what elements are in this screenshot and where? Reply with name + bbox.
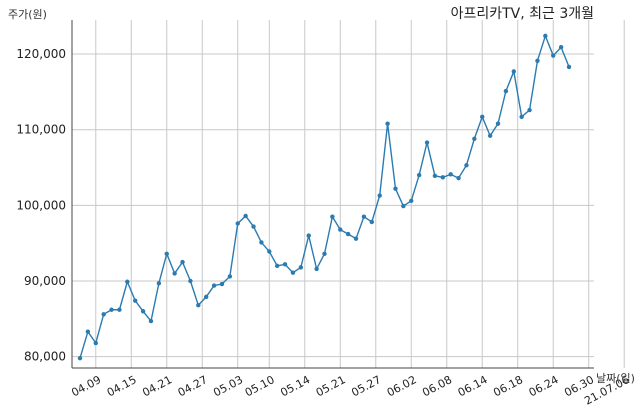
x-axis-label: 날짜(일): [596, 371, 635, 385]
x-tick-label: 06.18: [491, 373, 525, 399]
data-point: [487, 133, 493, 138]
y-tick-labels: 80,000 90,000 100,000 110,000 120,000: [16, 47, 66, 364]
data-point: [456, 175, 461, 181]
data-point: [353, 236, 359, 241]
data-point: [251, 224, 256, 229]
data-point: [377, 193, 382, 198]
data-point: [472, 136, 477, 141]
data-point: [432, 173, 438, 179]
x-tick-label: 06.24: [527, 373, 561, 399]
y-tick-label: 100,000: [16, 198, 66, 212]
data-point: [77, 355, 83, 361]
data-point: [558, 45, 564, 50]
data-point: [409, 198, 414, 204]
data-point: [133, 298, 138, 303]
data-point: [448, 172, 453, 177]
data-point: [385, 121, 390, 126]
x-tick-label: 05.14: [278, 373, 312, 399]
data-point: [503, 88, 509, 94]
data-point: [227, 274, 233, 279]
data-point: [117, 307, 122, 312]
data-point: [267, 249, 272, 254]
data-point: [416, 172, 422, 178]
data-point: [306, 233, 311, 238]
data-point: [140, 309, 146, 314]
data-point: [172, 271, 177, 276]
x-tick-label: 05.10: [243, 373, 277, 399]
series-line: [79, 33, 570, 359]
data-point: [188, 278, 193, 284]
data-point: [401, 203, 406, 209]
x-tick-label: 04.15: [105, 373, 139, 399]
data-point: [125, 279, 130, 284]
data-point: [464, 163, 469, 168]
x-tick-label: 04.09: [69, 373, 103, 399]
x-tick-label: 06.14: [456, 373, 490, 399]
data-point: [424, 140, 430, 145]
data-point: [259, 240, 264, 245]
data-point: [93, 340, 98, 346]
y-axis-label: 주가(원): [8, 8, 47, 21]
x-tick-label: 06.02: [385, 373, 419, 399]
x-tick-label: 06.08: [420, 373, 454, 399]
data-point: [211, 283, 217, 288]
data-point: [274, 263, 280, 269]
data-point: [440, 175, 446, 180]
y-tick-label: 80,000: [24, 350, 66, 364]
data-point: [361, 214, 367, 219]
data-point: [180, 259, 185, 265]
data-point: [551, 53, 556, 58]
horizontal-gridlines: [72, 53, 594, 358]
data-point: [235, 221, 240, 226]
x-tick-label: 05.03: [211, 373, 245, 399]
data-point: [527, 107, 532, 113]
axes: [71, 20, 594, 369]
data-point: [314, 266, 319, 272]
x-tick-label: 04.21: [140, 373, 174, 399]
data-point: [243, 213, 248, 219]
data-point: [393, 186, 398, 191]
chart-title: 아프리카TV, 최근 3개월: [451, 6, 594, 22]
data-point: [566, 64, 572, 70]
data-point: [85, 329, 91, 334]
data-point: [282, 262, 288, 267]
data-point: [203, 294, 209, 300]
data-point: [519, 114, 524, 120]
data-point: [164, 251, 169, 256]
vertical-gridlines: [95, 20, 625, 368]
data-point: [543, 33, 548, 39]
data-point: [480, 114, 485, 120]
data-point: [219, 281, 225, 287]
data-point: [330, 214, 335, 219]
y-tick-label: 90,000: [24, 274, 66, 288]
data-point: [345, 231, 351, 237]
data-point: [338, 227, 343, 232]
data-point: [535, 58, 540, 64]
data-point: [369, 219, 375, 225]
data-point: [298, 265, 304, 270]
data-point: [148, 318, 154, 324]
data-point: [511, 69, 516, 74]
data-point: [156, 281, 162, 286]
data-point: [495, 121, 501, 126]
series-group: [77, 33, 572, 361]
data-point: [290, 270, 296, 275]
x-tick-label: 04.27: [176, 373, 210, 399]
x-tick-label: 05.27: [349, 373, 383, 399]
data-point: [109, 307, 114, 312]
x-tick-label: 05.21: [314, 373, 348, 399]
data-point: [101, 312, 106, 317]
y-tick-label: 110,000: [16, 123, 66, 137]
y-tick-label: 120,000: [16, 47, 66, 61]
data-point: [196, 303, 201, 308]
data-point: [322, 251, 327, 256]
